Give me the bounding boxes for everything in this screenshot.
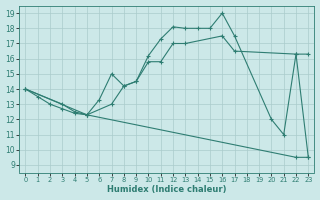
X-axis label: Humidex (Indice chaleur): Humidex (Indice chaleur)	[107, 185, 227, 194]
